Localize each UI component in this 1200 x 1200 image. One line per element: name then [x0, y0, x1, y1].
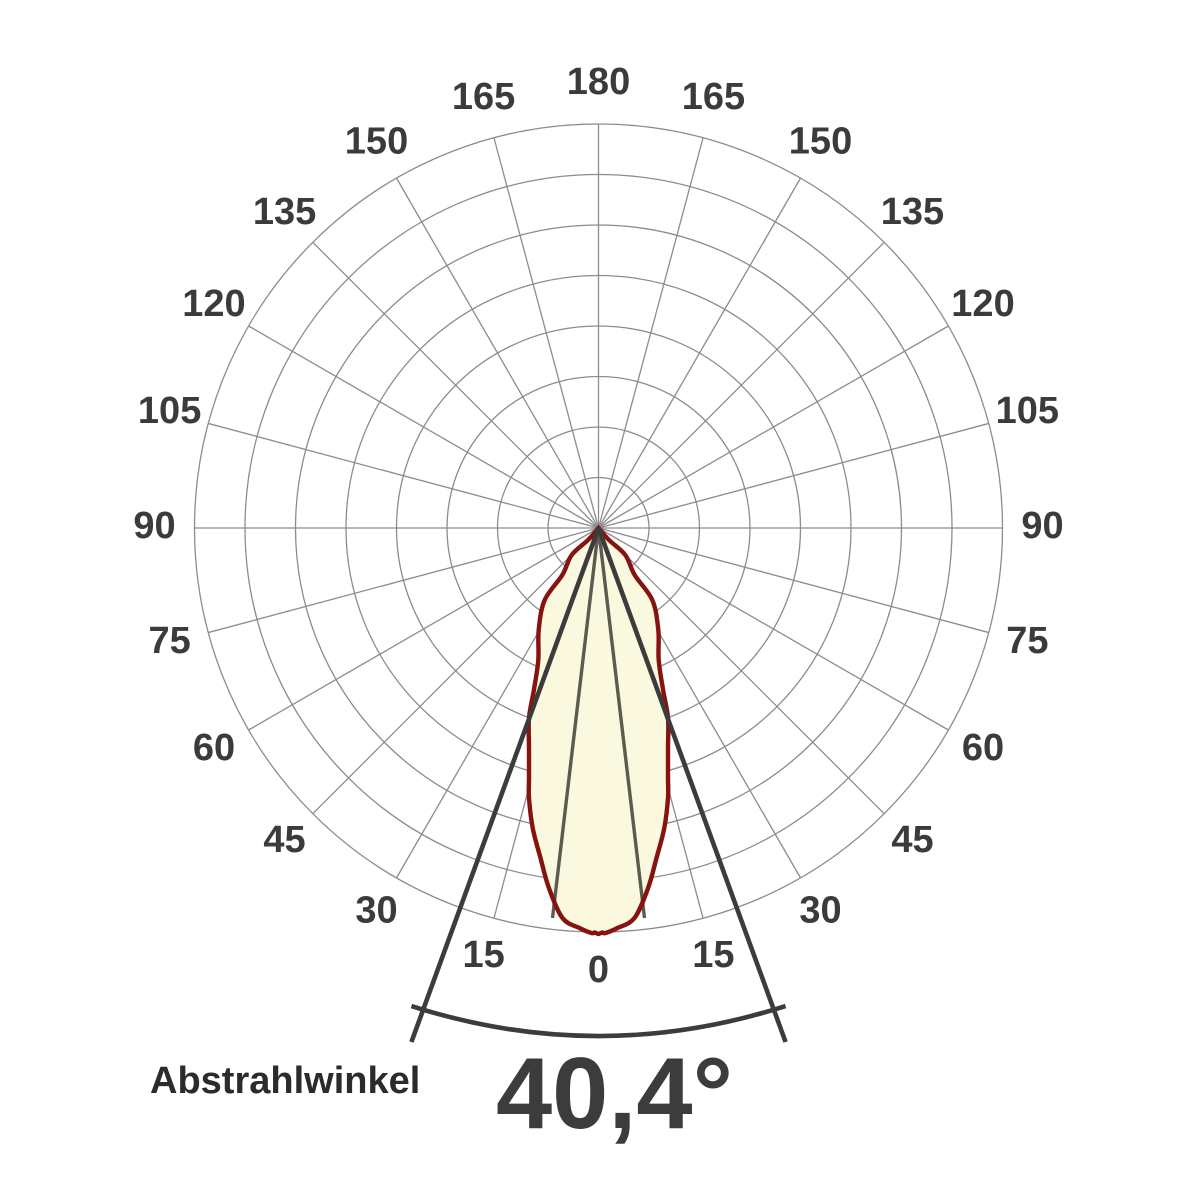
svg-text:75: 75 — [148, 620, 190, 662]
svg-text:90: 90 — [133, 505, 175, 547]
svg-text:0: 0 — [588, 949, 609, 991]
svg-text:165: 165 — [452, 76, 515, 118]
svg-text:60: 60 — [962, 727, 1004, 769]
svg-text:165: 165 — [682, 76, 745, 118]
svg-text:105: 105 — [996, 390, 1059, 432]
svg-text:15: 15 — [462, 934, 504, 976]
svg-text:120: 120 — [951, 283, 1014, 325]
svg-text:45: 45 — [891, 819, 933, 861]
svg-text:30: 30 — [799, 890, 841, 932]
svg-text:Abstrahlwinkel: Abstrahlwinkel — [150, 1060, 420, 1102]
svg-text:75: 75 — [1006, 620, 1048, 662]
svg-text:45: 45 — [263, 819, 305, 861]
svg-text:150: 150 — [345, 121, 408, 163]
svg-text:90: 90 — [1021, 505, 1063, 547]
svg-text:40,4°: 40,4° — [496, 1038, 733, 1150]
svg-text:150: 150 — [789, 121, 852, 163]
svg-text:180: 180 — [567, 61, 630, 103]
svg-text:15: 15 — [692, 934, 734, 976]
svg-text:30: 30 — [355, 890, 397, 932]
svg-text:120: 120 — [182, 283, 245, 325]
svg-text:60: 60 — [193, 727, 235, 769]
svg-text:105: 105 — [138, 390, 201, 432]
svg-text:135: 135 — [881, 191, 944, 233]
svg-text:135: 135 — [253, 191, 316, 233]
